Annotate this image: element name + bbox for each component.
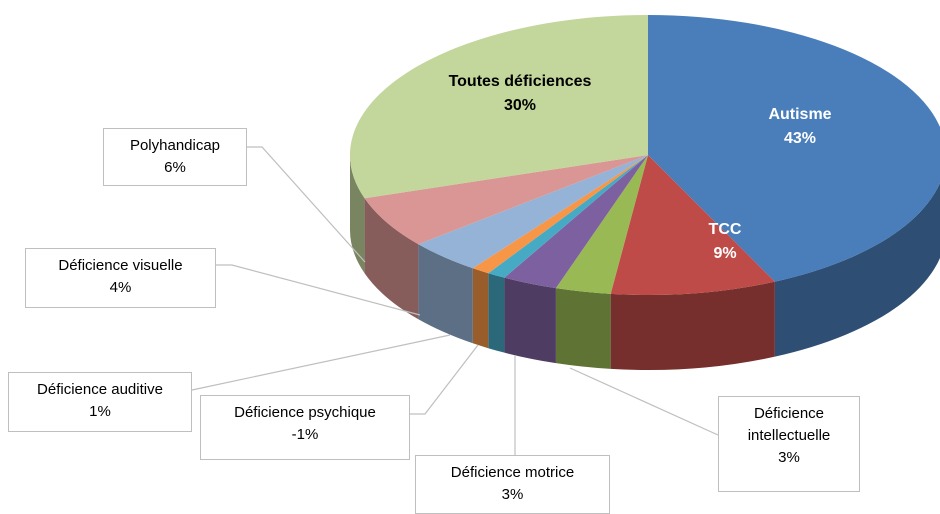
- value-label: 4%: [109, 279, 132, 296]
- slice-side: [488, 273, 505, 353]
- slice-side: [418, 244, 473, 344]
- slice: [418, 155, 648, 269]
- slice-label: TCC 9%: [625, 218, 825, 266]
- leader-line: [247, 146, 366, 263]
- slice: [488, 155, 648, 278]
- value-label: 9%: [713, 245, 737, 262]
- category-label: Autisme: [768, 106, 832, 123]
- slice: [349, 15, 648, 199]
- value-label: -1%: [291, 426, 319, 443]
- slice-side: [774, 182, 940, 357]
- category-label: Toutes déficiences: [448, 73, 592, 90]
- slice: [504, 155, 648, 289]
- slice: [648, 15, 940, 282]
- leader-line: [410, 344, 479, 415]
- value-label: 3%: [501, 486, 524, 503]
- value-label: 43%: [783, 130, 817, 147]
- leader-line: [191, 334, 451, 391]
- category-label: Déficience auditive: [37, 381, 163, 398]
- slice-side: [472, 268, 489, 349]
- leader-line: [216, 264, 421, 316]
- slice-side: [504, 277, 556, 364]
- leader-line: [569, 367, 719, 436]
- slice-label: Autisme 43%: [700, 103, 900, 151]
- slice-side: [350, 155, 365, 274]
- category-label: TCC: [708, 221, 742, 238]
- callout-label: Déficience psychique -1%: [200, 395, 410, 460]
- value-label: 1%: [89, 403, 111, 420]
- category-label: Déficience intellectuelle: [747, 405, 831, 444]
- slice: [555, 155, 648, 294]
- callout-label: Déficience intellectuelle 3%: [718, 396, 860, 492]
- category-label: Polyhandicap: [129, 137, 221, 154]
- slice-side: [555, 288, 611, 369]
- value-label: 3%: [778, 449, 800, 466]
- callout-label: Déficience auditive 1%: [8, 372, 192, 432]
- slice: [364, 155, 648, 245]
- category-label: Déficience visuelle: [58, 257, 183, 274]
- slice-side: [610, 281, 775, 370]
- slice: [610, 155, 775, 295]
- category-label: Déficience psychique: [234, 404, 376, 421]
- slice-side: [364, 198, 419, 320]
- slice-label: Toutes déficiences 30%: [420, 70, 620, 118]
- value-label: 30%: [503, 97, 537, 114]
- callout-label: Polyhandicap 6%: [103, 128, 247, 186]
- slice: [472, 155, 648, 274]
- value-label: 6%: [164, 159, 186, 176]
- callout-label: Déficience visuelle 4%: [25, 248, 216, 308]
- category-label: Déficience motrice: [450, 464, 575, 481]
- callout-label: Déficience motrice 3%: [415, 455, 610, 514]
